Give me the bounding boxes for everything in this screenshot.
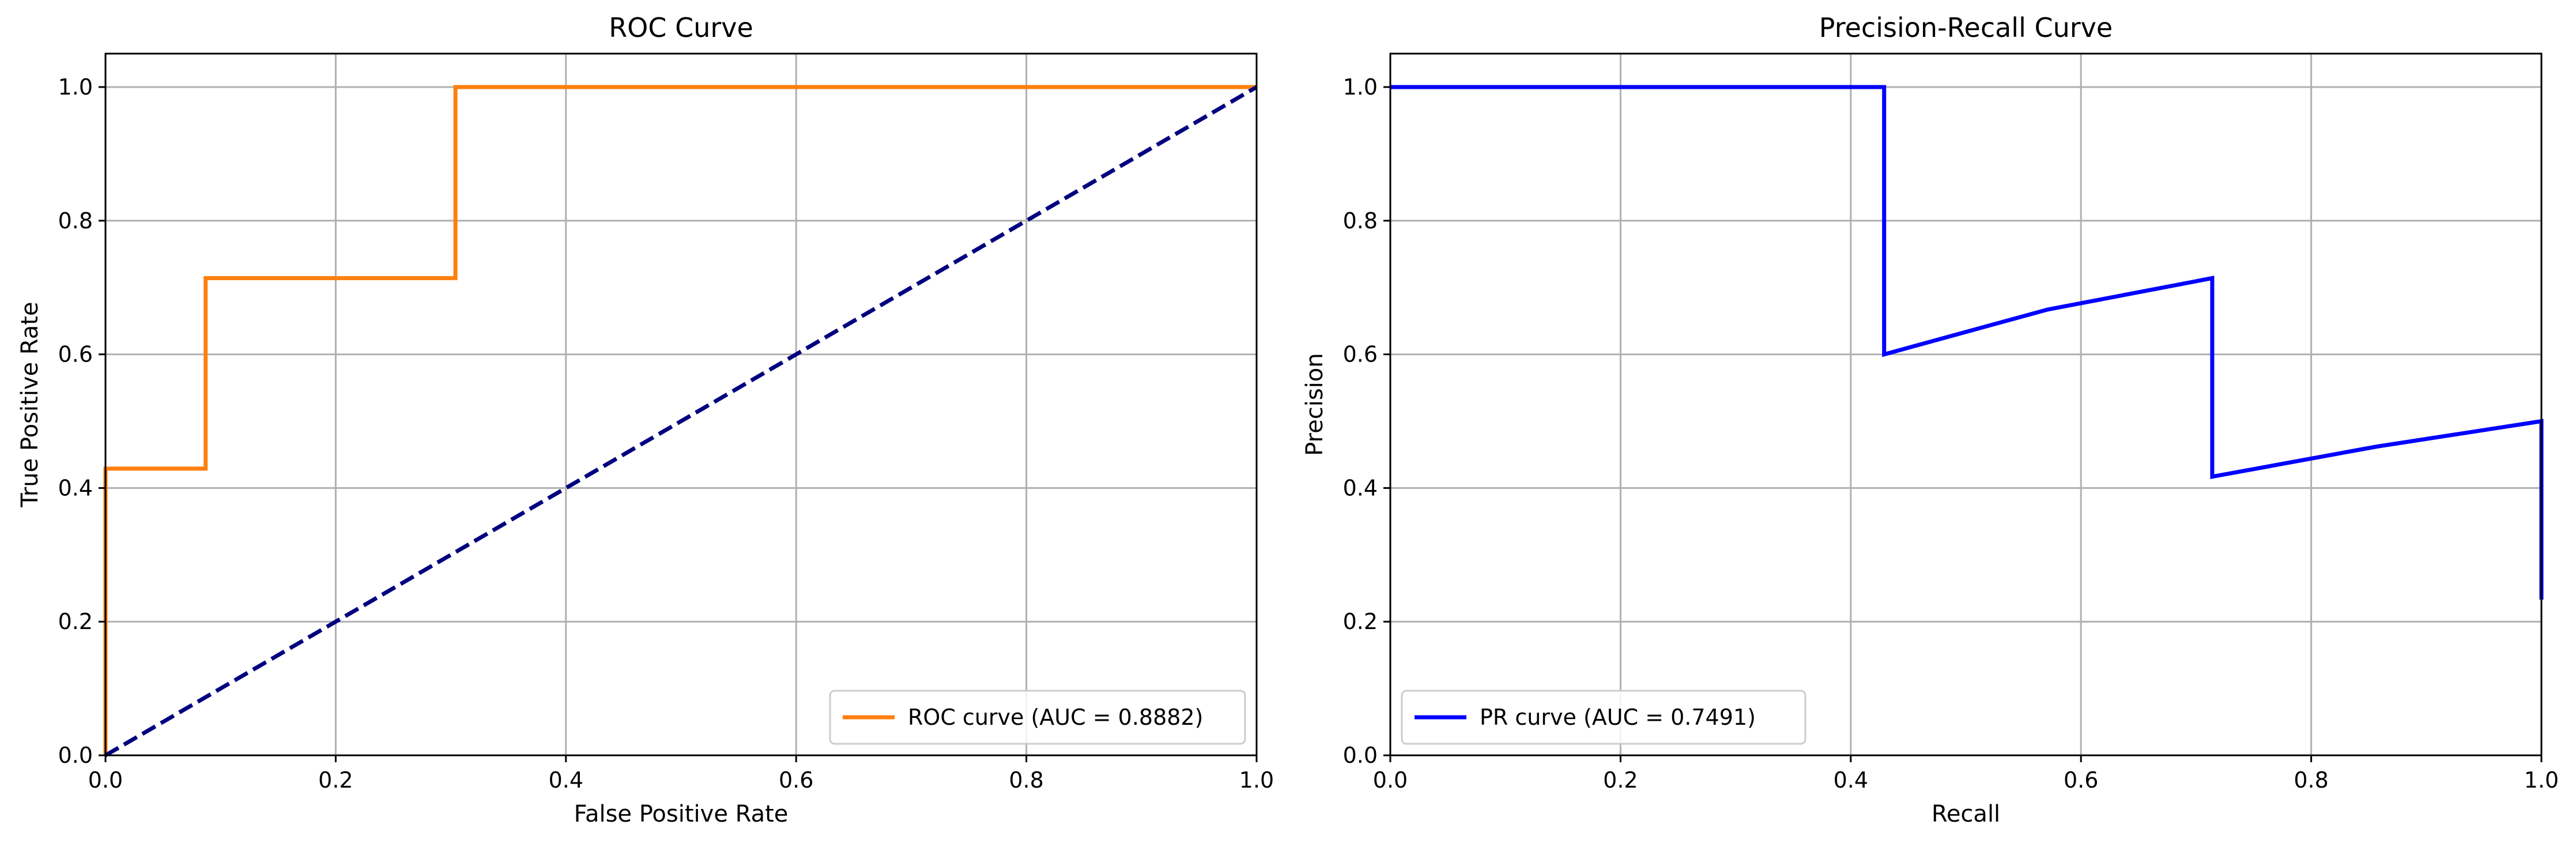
roc-legend-box (829, 690, 1246, 745)
pr-legend-label: PR curve (AUC = 0.7491) (1480, 705, 1756, 730)
pr-x-tick-label: 0.6 (2064, 767, 2098, 793)
pr-x-axis-label: Recall (1932, 801, 2000, 827)
roc-x-tick-label: 1.0 (1239, 767, 1274, 793)
roc-x-tick-label: 0.2 (318, 767, 353, 793)
roc-y-tick-label: 1.0 (58, 74, 93, 100)
pr-y-tick-label: 0.8 (1343, 208, 1378, 234)
roc-x-axis-label: False Positive Rate (574, 801, 789, 827)
roc-y-tick-label: 0.2 (58, 609, 93, 634)
pr-axes-frame (1389, 52, 2543, 756)
roc-x-tick-label: 0.4 (549, 767, 583, 793)
roc-chart-title: ROC Curve (609, 12, 753, 43)
roc-legend-label: ROC curve (AUC = 0.8882) (908, 705, 1203, 730)
pr-series (1390, 85, 2544, 600)
pr-y-tick-label: 0.2 (1343, 609, 1378, 634)
roc-axes-frame (104, 52, 1258, 756)
pr-x-tick-label: 0.0 (1373, 767, 1408, 793)
roc-legend: ROC curve (AUC = 0.8882) (829, 690, 1246, 745)
roc-y-axis-label: True Positive Rate (17, 302, 43, 507)
pr-y-tick-label: 0.6 (1343, 342, 1378, 367)
pr-x-tick-label: 0.8 (2294, 767, 2328, 793)
roc-y-tick-label: 0.6 (58, 342, 93, 367)
roc-x-tick-label: 0.8 (1009, 767, 1043, 793)
pr-series-line-0 (1390, 85, 2544, 600)
pr-y-tick-label: 0.4 (1343, 475, 1378, 500)
pr-legend: PR curve (AUC = 0.7491) (1401, 690, 1806, 745)
roc-x-tick-label: 0.6 (779, 767, 813, 793)
pr-y-tick-label: 0.0 (1343, 743, 1378, 768)
roc-series-line-1 (104, 85, 1258, 758)
roc-y-tick-label: 0.8 (58, 208, 93, 234)
pr-y-tick-label: 1.0 (1343, 74, 1378, 100)
roc-panel: 0.0 0.2 0.4 0.6 0.8 1.0 0.0 0.2 0.4 0.6 0.8 1.0 ROC… (17, 12, 1274, 827)
roc-y-tick-label: 0.4 (58, 475, 93, 500)
pr-panel: 0.0 0.2 0.4 0.6 0.8 1.0 0.0 0.2 0.4 0.6 0.8 1.0 Pre… (1302, 12, 2559, 827)
pr-x-tick-label: 0.2 (1603, 767, 1638, 793)
pr-ticks: 0.0 0.2 0.4 0.6 0.8 1.0 0.0 0.2 0.4 0.6 0.8 1.0 (1343, 74, 2559, 793)
roc-y-tick-label: 0.0 (58, 743, 93, 768)
pr-x-tick-label: 0.4 (1834, 767, 1868, 793)
roc-ticks: 0.0 0.2 0.4 0.6 0.8 1.0 0.0 0.2 0.4 0.6 0.8 1.0 (58, 74, 1274, 793)
pr-y-axis-label: Precision (1302, 353, 1328, 456)
pr-chart-title: Precision-Recall Curve (1819, 12, 2113, 43)
pr-legend-box (1401, 690, 1806, 745)
pr-x-tick-label: 1.0 (2524, 767, 2559, 793)
roc-x-tick-label: 0.0 (88, 767, 123, 793)
